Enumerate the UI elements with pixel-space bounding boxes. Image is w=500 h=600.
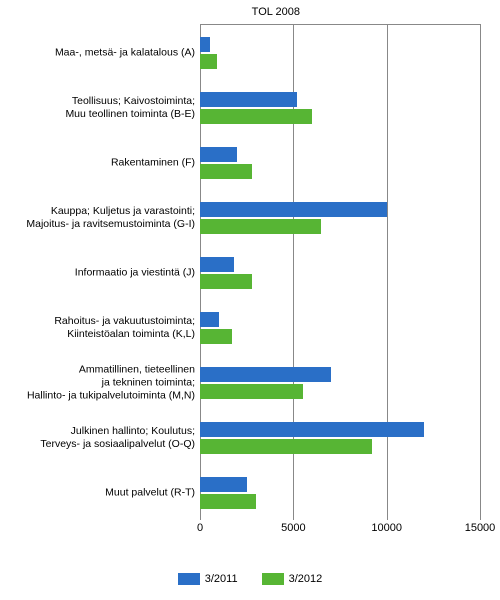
bar-s1 [200,367,331,382]
category-group: Julkinen hallinto; Koulutus;Terveys- ja … [200,422,480,454]
x-tick-label: 10000 [371,522,402,534]
category-label: Julkinen hallinto; Koulutus;Terveys- ja … [0,424,195,450]
legend-label: 3/2011 [205,573,238,585]
chart-container: TOL 2008 Maa-, metsä- ja kalatalous (A)T… [0,0,500,600]
category-group: Informaatio ja viestintä (J) [200,257,480,289]
category-label: Ammatillinen, tieteellinenja tekninen to… [0,363,195,402]
bar-s2 [200,439,372,454]
bar-s1 [200,312,219,327]
x-tick-label: 15000 [465,522,496,534]
bar-s2 [200,54,217,69]
category-label: Rakentaminen (F) [0,156,195,169]
category-group: Kauppa; Kuljetus ja varastointi;Majoitus… [200,202,480,234]
bar-s1 [200,477,247,492]
category-label: Muut palvelut (R-T) [0,486,195,499]
bar-s1 [200,37,210,52]
category-group: Muut palvelut (R-T) [200,477,480,509]
category-group: Ammatillinen, tieteellinenja tekninen to… [200,367,480,399]
bar-s1 [200,147,237,162]
category-label: Kauppa; Kuljetus ja varastointi;Majoitus… [0,204,195,230]
category-label: Maa-, metsä- ja kalatalous (A) [0,46,195,59]
bar-s2 [200,384,303,399]
plot-area: Maa-, metsä- ja kalatalous (A) Teollisuus… [200,24,481,520]
bar-s1 [200,92,297,107]
category-group: Maa-, metsä- ja kalatalous (A) [200,37,480,69]
chart-title: TOL 2008 [0,0,500,18]
bar-s1 [200,257,234,272]
legend-swatch [178,573,200,585]
category-group: Rahoitus- ja vakuutustoiminta;Kiinteistö… [200,312,480,344]
legend: 3/2011 3/2012 [0,573,500,585]
category-label: Rahoitus- ja vakuutustoiminta;Kiinteistö… [0,314,195,340]
bar-s2 [200,494,256,509]
bar-s1 [200,202,387,217]
bar-s2 [200,219,321,234]
x-tick-label: 0 [197,522,203,534]
x-tick-label: 5000 [281,522,305,534]
gridline [480,25,481,520]
legend-item: 3/2011 [178,573,238,585]
category-group: Teollisuus; Kaivostoiminta;Muu teollinen… [200,92,480,124]
legend-swatch [262,573,284,585]
legend-item: 3/2012 [262,573,323,585]
category-label: Teollisuus; Kaivostoiminta;Muu teollinen… [0,94,195,120]
category-group: Rakentaminen (F) [200,147,480,179]
legend-label: 3/2012 [289,573,323,585]
bar-s2 [200,274,252,289]
bar-s2 [200,164,252,179]
category-label: Informaatio ja viestintä (J) [0,266,195,279]
bar-s2 [200,329,232,344]
bar-s1 [200,422,424,437]
bar-s2 [200,109,312,124]
